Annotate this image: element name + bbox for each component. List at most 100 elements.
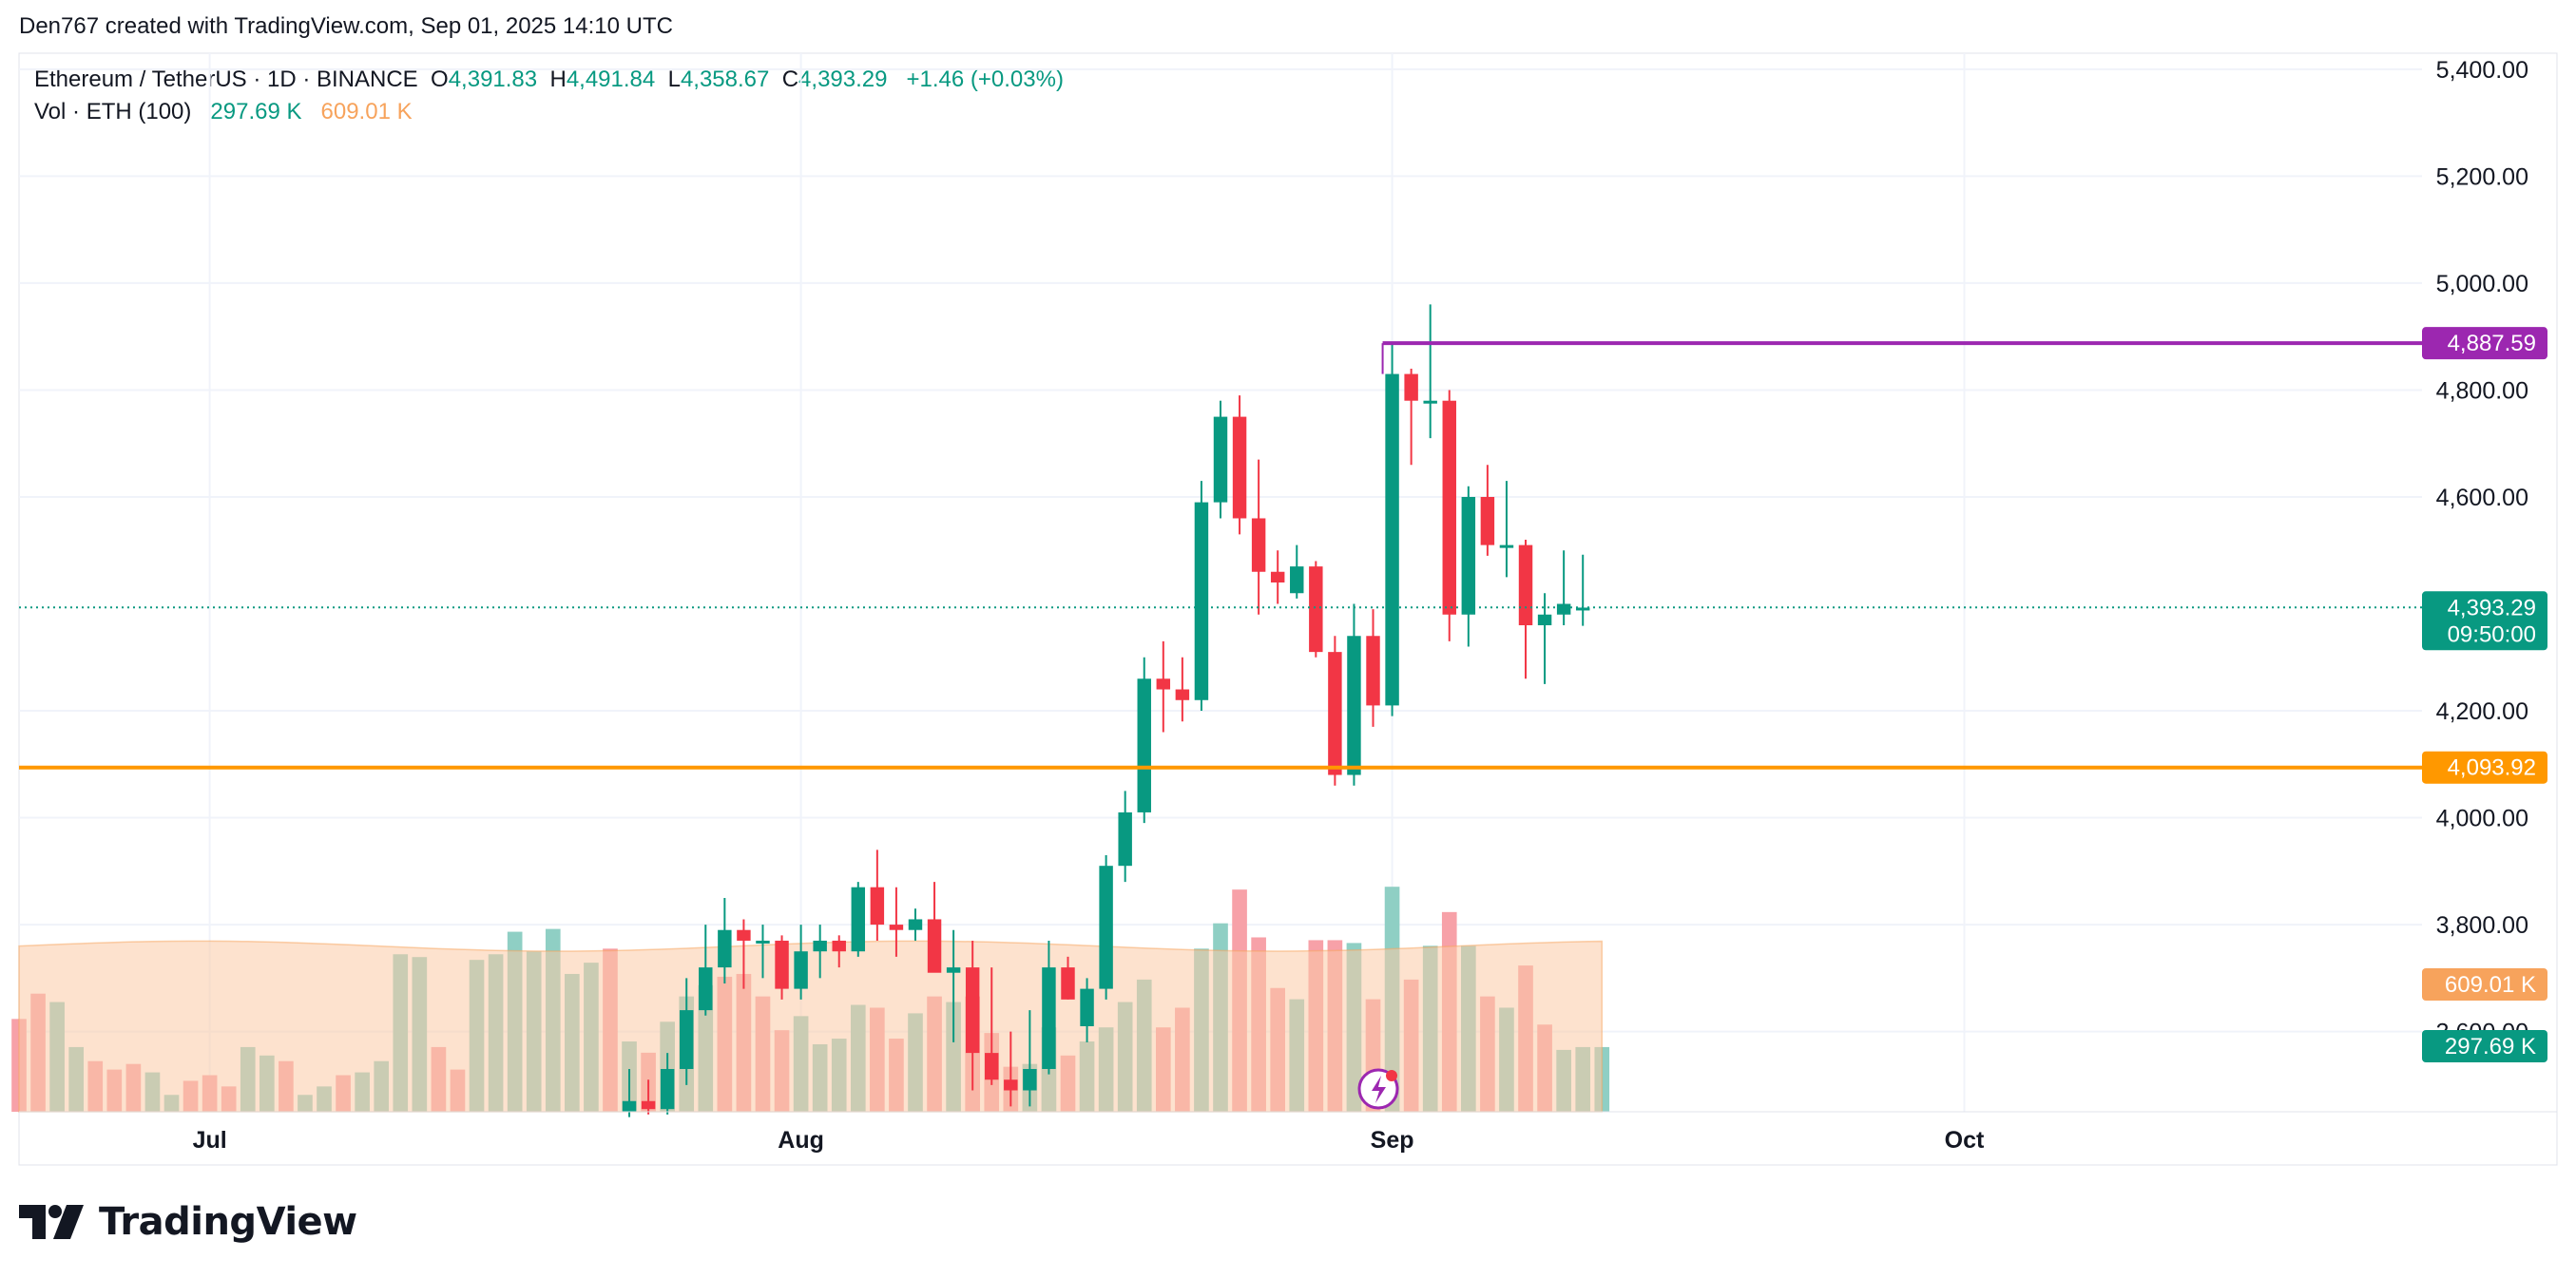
volume-ma-value: 609.01 K	[320, 99, 413, 124]
candle-body	[1156, 678, 1171, 690]
tradingview-logo[interactable]: TradingView	[19, 1199, 357, 1245]
current-price-tag-text: 09:50:00	[2448, 621, 2536, 647]
price-levels	[19, 341, 2422, 770]
candle-body	[946, 967, 961, 973]
candle-body	[1118, 811, 1132, 867]
candle-body	[1175, 689, 1190, 700]
price-tick-label: 4,200.00	[2436, 698, 2528, 725]
high-value: 4,491.84	[566, 67, 656, 92]
candle-body	[832, 940, 846, 952]
candle-body	[622, 1100, 637, 1112]
support-price-tag-text: 4,093.92	[2448, 755, 2536, 781]
volume-tag-text: 297.69 K	[2445, 1034, 2536, 1059]
low-label: L	[667, 67, 681, 92]
candle-body	[1213, 416, 1228, 503]
candle-body	[1442, 400, 1456, 615]
current-price-tag-text: 4,393.29	[2448, 595, 2536, 620]
tradingview-logo-icon	[19, 1205, 84, 1239]
open-value: 4,391.83	[448, 67, 538, 92]
chart-frame	[18, 52, 2558, 1166]
candle-body	[1461, 496, 1476, 615]
price-tick-label: 4,600.00	[2436, 485, 2528, 511]
candle-body	[1023, 1068, 1037, 1091]
candle-body	[1004, 1079, 1018, 1091]
candle-body	[660, 1068, 675, 1110]
brand-name: TradingView	[99, 1200, 357, 1244]
candle-body	[1251, 518, 1266, 572]
candle-body	[1556, 603, 1571, 615]
candle-body	[851, 887, 866, 952]
volume-label[interactable]: Vol · ETH (100)	[34, 99, 192, 124]
candle-body	[889, 925, 904, 930]
time-tick-label: Sep	[1371, 1127, 1414, 1154]
close-value: 4,393.29	[798, 67, 888, 92]
candle-body	[1270, 571, 1285, 582]
candle-body	[737, 929, 751, 941]
volume-tag-bg	[2422, 1030, 2547, 1062]
candle-body	[641, 1100, 656, 1110]
candle-body	[1232, 416, 1247, 519]
price-tick-label: 4,800.00	[2436, 377, 2528, 404]
candle-body	[965, 967, 980, 1054]
high-label: H	[549, 67, 567, 92]
candle-body	[927, 919, 942, 973]
candle-body	[1137, 678, 1151, 812]
price-tick-label: 3,800.00	[2436, 912, 2528, 939]
low-value: 4,358.67	[680, 67, 770, 92]
candle-body	[1499, 544, 1514, 548]
support-price-tag-bg	[2422, 751, 2547, 784]
candle-body	[1099, 866, 1113, 989]
price-tick-label: 5,400.00	[2436, 57, 2528, 84]
candle-body	[794, 951, 808, 989]
price-tick-label: 5,000.00	[2436, 271, 2528, 297]
price-axis[interactable]: 5,400.00 5,200.00 5,000.00 4,800.00 4,600.00…	[2422, 57, 2547, 1062]
candle-body	[679, 1010, 694, 1069]
candle-body	[1290, 566, 1304, 594]
candle-body	[718, 929, 732, 968]
candle-body	[1347, 636, 1361, 775]
symbol-title[interactable]: Ethereum / TetherUS · 1D · BINANCE	[34, 67, 418, 92]
candles	[622, 304, 1590, 1117]
candle-body	[1042, 967, 1056, 1069]
candle-body	[756, 940, 770, 944]
resistance-price-tag-text: 4,887.59	[2448, 331, 2536, 356]
grid	[19, 53, 2422, 1112]
open-label: O	[431, 67, 449, 92]
candle-body	[1328, 652, 1342, 775]
candle-body	[870, 887, 885, 926]
candle-body	[985, 1053, 999, 1080]
candle-body	[908, 919, 923, 930]
current-price-tag-bg	[2422, 591, 2547, 651]
time-tick-label: Aug	[778, 1127, 824, 1154]
candle-body	[1080, 988, 1094, 1026]
candle-body	[1575, 607, 1590, 611]
candle-body	[1385, 373, 1399, 706]
alert-icon[interactable]	[1357, 1068, 1399, 1110]
candle-body	[1194, 502, 1209, 700]
candle-body	[1366, 636, 1380, 706]
candle-body	[1061, 967, 1075, 1000]
candle-body	[775, 940, 789, 989]
time-axis[interactable]: Jul Aug Sep Oct	[19, 1111, 2557, 1154]
ohlc-legend: Ethereum / TetherUS · 1D · BINANCE O4,39…	[34, 67, 1064, 93]
close-label: C	[781, 67, 799, 92]
candle-body	[1309, 566, 1323, 653]
resistance-price-tag-bg	[2422, 327, 2547, 360]
change-value: +1.46 (+0.03%)	[906, 67, 1064, 92]
volume-value: 297.69 K	[210, 99, 302, 124]
candle-body	[1404, 373, 1418, 401]
candle-body	[1423, 400, 1437, 404]
candle-body	[1518, 544, 1533, 626]
candle-body	[813, 940, 827, 952]
chart-credit: Den767 created with TradingView.com, Sep…	[19, 13, 673, 39]
volume-ma-tag-text: 609.01 K	[2445, 972, 2536, 998]
price-tick-label: 5,200.00	[2436, 163, 2528, 190]
candle-body	[1480, 496, 1495, 545]
volume-ma-tag-bg	[2422, 968, 2547, 1001]
time-tick-label: Oct	[1945, 1127, 1985, 1154]
price-tick-label: 4,000.00	[2436, 806, 2528, 832]
volume-legend: Vol · ETH (100) 297.69 K 609.01 K	[34, 99, 413, 125]
time-tick-label: Jul	[193, 1127, 227, 1154]
candle-body	[1537, 614, 1552, 626]
